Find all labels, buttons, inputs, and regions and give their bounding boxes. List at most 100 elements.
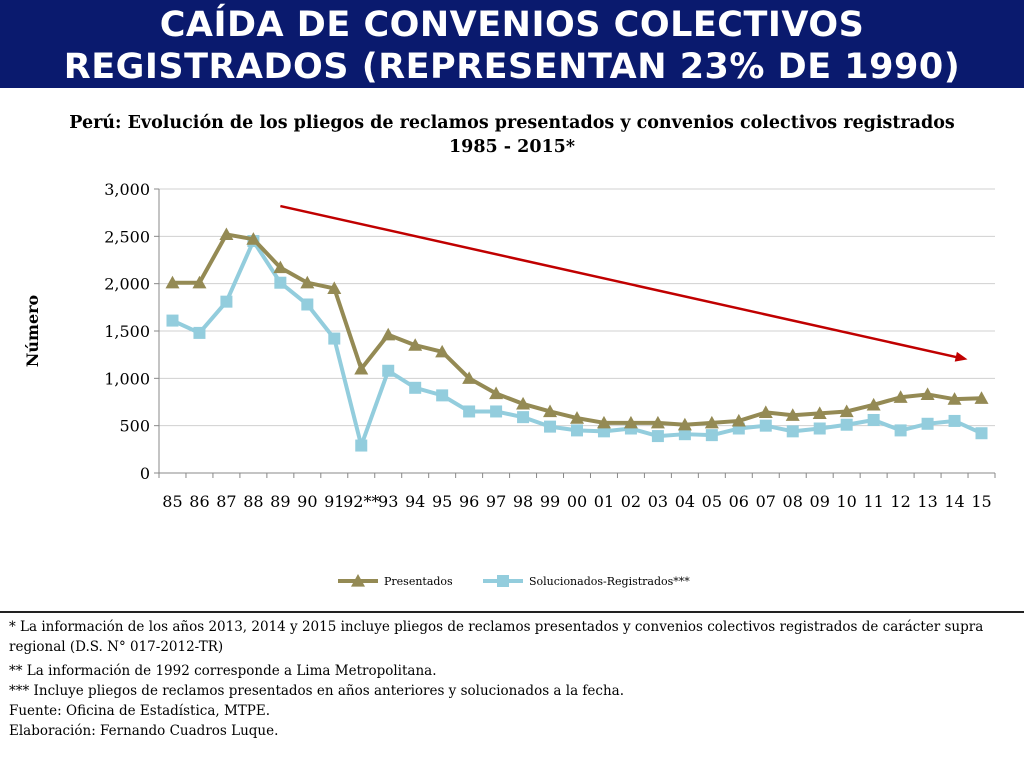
presentados-point [893,390,908,403]
x-tick-label: 08 [783,492,803,511]
x-tick-label: 00 [567,492,587,511]
presentados-point [731,413,746,427]
x-tick-label: 01 [594,492,614,511]
chart-title-line-2: 1985 - 2015* [449,137,575,157]
chart-area: Perú: Evolución de los pliegos de reclam… [0,92,1024,608]
registrados-point [274,276,287,289]
x-tick-label: 94 [405,492,425,511]
x-tick-label: 95 [432,492,452,511]
registrados-point [382,364,395,377]
registrados-point [166,314,179,327]
presentados-point [462,371,477,384]
legend-registrados-marker [497,575,509,587]
y-tick-label: 500 [119,417,150,436]
x-tick-label: 99 [540,492,560,511]
presentados-point [219,227,234,241]
registrados-point [571,424,583,437]
registrados-point [436,389,449,402]
registrados-point [813,422,826,435]
x-tick-label: 07 [756,492,776,511]
presentados-point [570,411,584,424]
x-tick-label: 89 [270,492,290,511]
presentados-point [839,404,854,418]
x-tick-label: 13 [917,492,937,511]
registrados-point [651,430,664,443]
registrados-point [867,413,880,426]
y-tick-label: 2,000 [104,275,150,294]
presentados-point [354,361,369,375]
x-tick-label: 12 [890,492,910,511]
x-tick-label: 98 [513,492,533,511]
presentados-point [920,387,935,401]
x-tick-label: 09 [810,492,830,511]
x-tick-label: 06 [729,492,749,511]
x-tick-label: 88 [243,492,263,511]
line-chart: Perú: Evolución de los pliegos de reclam… [23,113,996,588]
chart-title-line-1: Perú: Evolución de los pliegos de reclam… [69,113,955,133]
registrados-point [678,428,691,441]
presentados-point [650,415,665,429]
presentados-point [192,275,207,289]
footnote-3: *** Incluye pliegos de reclamos presenta… [9,683,624,699]
footnote-source: Fuente: Oficina de Estadística, MTPE. [9,703,271,719]
x-tick-label: 15 [971,492,991,511]
registrados-point [759,419,772,432]
registrados-point [328,332,341,345]
presentados-point [623,415,638,429]
presentados-point [381,327,396,341]
divider [0,611,1024,613]
footnote-2: ** La información de 1992 corresponde a … [9,663,437,679]
y-axis-label: Número [23,294,42,367]
x-tick-label: 97 [486,492,506,511]
presentados-point [677,417,692,431]
x-tick-label: 96 [459,492,479,511]
x-tick-label: 02 [621,492,641,511]
banner-title-line-2: REGISTRADOS (REPRESENTAN 23% DE 1990) [63,47,961,87]
registrados-point [301,298,314,311]
trend-arrow-line [280,204,960,360]
presentados-point [516,396,531,410]
registrados-point [463,405,476,418]
registrados-point [220,295,233,308]
x-tick-label: 91 [324,492,344,511]
x-tick-label: 14 [944,492,964,511]
series-line-presentados [172,232,982,427]
x-tick-label: 86 [189,492,209,511]
y-tick-label: 2,500 [104,227,150,246]
presentados-point [327,281,342,294]
legend-registrados-label: Solucionados-Registrados*** [529,575,690,588]
presentados-point [596,415,611,429]
x-tick-label: 90 [297,492,317,511]
footnote-1: * La información de los años 2013, 2014 … [9,619,984,655]
legend-presentados-label: Presentados [384,575,453,588]
registrados-point [355,439,368,452]
presentados-point [246,232,261,245]
registrados-point [409,381,422,394]
x-tick-label: 05 [702,492,722,511]
registrados-point [921,417,934,430]
registrados-point [894,424,907,437]
registrados-point [975,427,988,440]
y-tick-label: 1,000 [104,369,150,388]
y-tick-label: 0 [140,464,150,483]
legend-presentados-marker [351,574,365,587]
y-tick-label: 1,500 [104,322,150,341]
presentados-point [273,260,288,274]
presentados-point [165,275,180,289]
x-tick-label: 92** [343,492,379,511]
x-tick-label: 03 [648,492,668,511]
banner-title: CAÍDA DE CONVENIOS COLECTIVOS REGISTRADO… [0,4,1024,88]
presentados-point [947,392,962,405]
presentados-point [812,406,827,419]
registrados-point [840,418,853,431]
registrados-point [948,414,961,427]
footnotes: * La información de los años 2013, 2014 … [9,617,1015,741]
presentados-point [408,338,423,351]
y-tick-label: 3,000 [104,180,150,199]
registrados-point [544,420,557,433]
presentados-point [866,397,881,411]
x-tick-label: 93 [378,492,398,511]
banner-title-line-1: CAÍDA DE CONVENIOS COLECTIVOS [159,5,865,45]
presentados-point [758,405,773,419]
registrados-point [517,411,530,424]
